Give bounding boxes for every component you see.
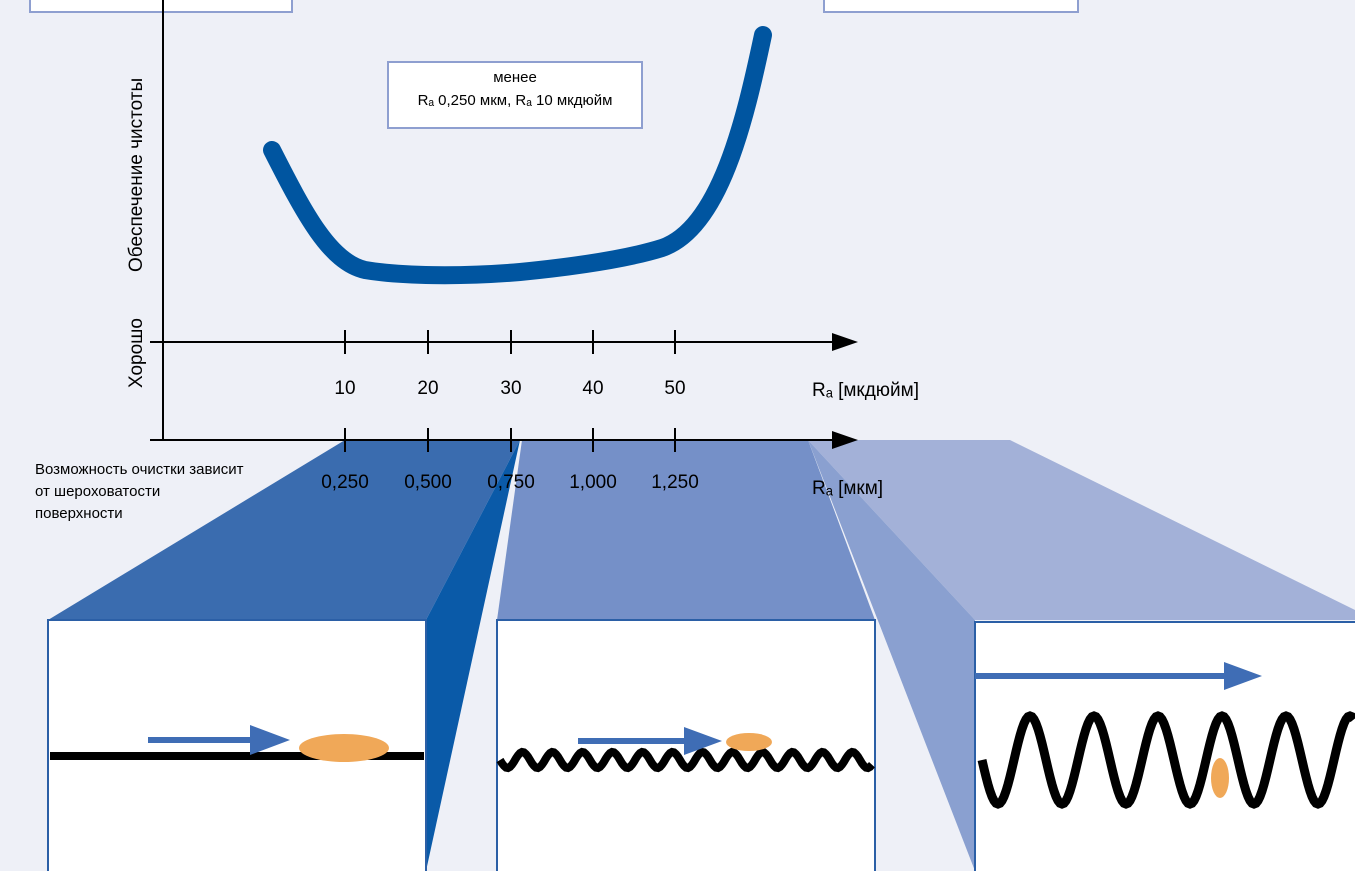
note-text: менее: [493, 69, 537, 86]
y-axis-label: Обеспечение чистоты: [126, 78, 147, 272]
tick-label: 20: [417, 378, 438, 399]
particle: [1211, 758, 1229, 798]
caption: Возможность очистки зависит: [35, 461, 244, 478]
tick-label: 0,750: [487, 472, 535, 493]
diagram: 10 20 30 40 50 0,250 0,500 0,750 1,000 1,250 Хоро…: [0, 0, 1355, 871]
tick-label: 0,250: [321, 472, 369, 493]
caption: от шероховатости: [35, 483, 160, 500]
caption: поверхности: [35, 505, 123, 522]
tick-label: 0,500: [404, 472, 452, 493]
tick-label: 30: [500, 378, 521, 399]
particle: [726, 733, 772, 751]
y-label-good: Хорошо: [126, 318, 147, 388]
tick-label: 10: [334, 378, 355, 399]
tick-label: 40: [582, 378, 603, 399]
axis-label: Rₐ [мкдюйм]: [812, 380, 919, 401]
tick-label: 50: [664, 378, 685, 399]
box: [30, 0, 292, 12]
axis-label: Rₐ [мкм]: [812, 478, 883, 499]
tick-label: 1,250: [651, 472, 699, 493]
box: [824, 0, 1078, 12]
note-text: Rₐ 0,250 мкм, Rₐ 10 мкдюйм: [418, 92, 613, 109]
tick-label: 1,000: [569, 472, 617, 493]
particle: [299, 734, 389, 762]
